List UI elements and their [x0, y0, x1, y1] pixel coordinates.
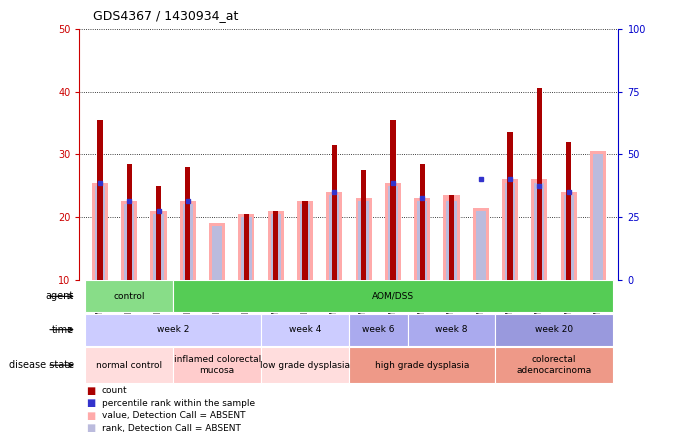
Bar [475, 211, 486, 280]
Bar [182, 204, 193, 280]
Bar [261, 313, 349, 345]
Bar [85, 347, 173, 383]
Bar [151, 211, 167, 280]
Text: normal control: normal control [96, 361, 162, 370]
Bar [300, 204, 310, 280]
Bar [408, 313, 495, 345]
Bar [495, 313, 613, 345]
Bar [359, 201, 369, 280]
Bar [502, 179, 518, 280]
Bar [273, 211, 278, 280]
Bar [303, 201, 307, 280]
Bar [446, 201, 457, 280]
Bar [449, 195, 454, 280]
Bar [153, 214, 164, 280]
Bar [180, 201, 196, 280]
Bar [241, 217, 252, 280]
Bar [388, 186, 398, 280]
Text: agent: agent [46, 291, 74, 301]
Bar [156, 186, 161, 280]
Text: AOM/DSS: AOM/DSS [372, 292, 414, 301]
Text: low grade dysplasia: low grade dysplasia [260, 361, 350, 370]
Bar [267, 211, 284, 280]
Text: percentile rank within the sample: percentile rank within the sample [102, 399, 255, 408]
Bar [209, 223, 225, 280]
Text: colorectal
adenocarcinoma: colorectal adenocarcinoma [516, 356, 591, 375]
Bar [507, 132, 513, 280]
Text: week 2: week 2 [157, 325, 189, 334]
Bar [414, 198, 430, 280]
Bar [173, 281, 613, 313]
Bar [349, 347, 495, 383]
Bar [566, 142, 571, 280]
Bar [444, 195, 460, 280]
Bar [244, 214, 249, 280]
Bar [97, 120, 102, 280]
Bar [212, 226, 223, 280]
Text: week 20: week 20 [535, 325, 573, 334]
Bar [417, 201, 427, 280]
Bar [185, 167, 191, 280]
Bar [124, 204, 134, 280]
Bar [385, 182, 401, 280]
Text: control: control [113, 292, 145, 301]
Bar [95, 186, 105, 280]
Bar [85, 313, 261, 345]
Bar [593, 154, 603, 280]
Bar [126, 164, 132, 280]
Bar [495, 347, 613, 383]
Text: inflamed colorectal
mucosa: inflamed colorectal mucosa [173, 356, 261, 375]
Bar [329, 195, 339, 280]
Bar [121, 201, 138, 280]
Bar [590, 151, 606, 280]
Text: GDS4367 / 1430934_at: GDS4367 / 1430934_at [93, 9, 238, 22]
Bar [505, 182, 515, 280]
Text: high grade dysplasia: high grade dysplasia [375, 361, 469, 370]
Bar [261, 347, 349, 383]
Text: time: time [52, 325, 74, 335]
Bar [564, 195, 574, 280]
Text: count: count [102, 386, 127, 395]
Text: rank, Detection Call = ABSENT: rank, Detection Call = ABSENT [102, 424, 240, 432]
Text: ■: ■ [86, 423, 95, 433]
Bar [390, 120, 395, 280]
Bar [238, 214, 254, 280]
Bar [534, 182, 545, 280]
Bar [419, 164, 425, 280]
Bar [92, 182, 108, 280]
Text: ■: ■ [86, 411, 95, 420]
Text: value, Detection Call = ABSENT: value, Detection Call = ABSENT [102, 411, 245, 420]
Bar [531, 179, 547, 280]
Text: week 4: week 4 [289, 325, 321, 334]
Bar [349, 313, 408, 345]
Bar [173, 347, 261, 383]
Text: disease state: disease state [9, 360, 74, 370]
Bar [473, 208, 489, 280]
Bar [560, 192, 577, 280]
Bar [85, 281, 173, 313]
Bar [332, 145, 337, 280]
Text: ■: ■ [86, 398, 95, 408]
Bar [356, 198, 372, 280]
Bar [271, 214, 281, 280]
Text: week 8: week 8 [435, 325, 468, 334]
Text: ■: ■ [86, 386, 95, 396]
Bar [537, 88, 542, 280]
Text: week 6: week 6 [362, 325, 395, 334]
Bar [297, 201, 313, 280]
Bar [361, 170, 366, 280]
Bar [326, 192, 342, 280]
